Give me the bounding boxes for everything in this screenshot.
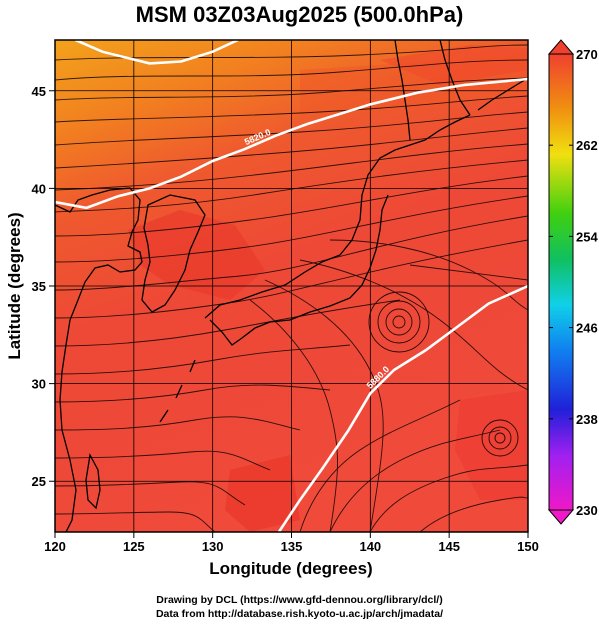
x-tick-label: 125 xyxy=(123,539,145,554)
contour-line xyxy=(74,40,239,65)
y-tick-label: 35 xyxy=(32,279,46,294)
colorbar-tick-label: 262 xyxy=(576,138,598,153)
x-tick-label: 130 xyxy=(202,539,224,554)
y-tick-label: 40 xyxy=(32,181,46,196)
colorbar-body xyxy=(548,53,574,511)
colorbar-bottom-arrow xyxy=(547,509,575,525)
x-axis-label: Longitude (degrees) xyxy=(209,559,372,578)
credit-drawing: Drawing by DCL (https://www.gfd-dennou.o… xyxy=(156,594,443,606)
warm-patch xyxy=(128,210,265,300)
x-tick-label: 140 xyxy=(359,539,381,554)
vortex-north xyxy=(368,291,430,353)
contour-line xyxy=(55,77,528,210)
colorbar-tick-label: 238 xyxy=(576,412,598,427)
y-tick-label: 45 xyxy=(32,84,46,99)
colorbar-tick-label: 230 xyxy=(576,503,598,518)
colorbar-tick-label: 246 xyxy=(576,321,598,336)
y-tick-label: 30 xyxy=(32,377,46,392)
warm-patch xyxy=(380,45,528,85)
warm-patch xyxy=(225,455,300,532)
x-tick-label: 135 xyxy=(281,539,303,554)
colorbar-top-arrow xyxy=(547,39,575,55)
contour-line xyxy=(277,284,528,532)
x-axis: 120 125 130 135 140 145 150 xyxy=(44,532,539,554)
gridlines xyxy=(55,40,528,532)
y-axis: 25 30 35 40 45 xyxy=(32,84,55,489)
y-axis-label: Latitude (degrees) xyxy=(5,212,24,359)
coastlines xyxy=(55,40,528,532)
x-tick-label: 150 xyxy=(517,539,539,554)
colorbar-tick-label: 270 xyxy=(576,47,598,62)
credit-data: Data from http://database.rish.kyoto-u.a… xyxy=(155,608,444,620)
colorbar: 230 238 246 254 262 270 xyxy=(547,39,598,525)
page-title: MSM 03Z03Aug2025 (500.0hPa) xyxy=(135,2,464,27)
x-tick-label: 120 xyxy=(44,539,66,554)
x-tick-label: 145 xyxy=(438,539,460,554)
vortex-south xyxy=(481,419,519,457)
colorbar-tick-label: 254 xyxy=(576,229,598,244)
y-tick-label: 25 xyxy=(32,474,46,489)
